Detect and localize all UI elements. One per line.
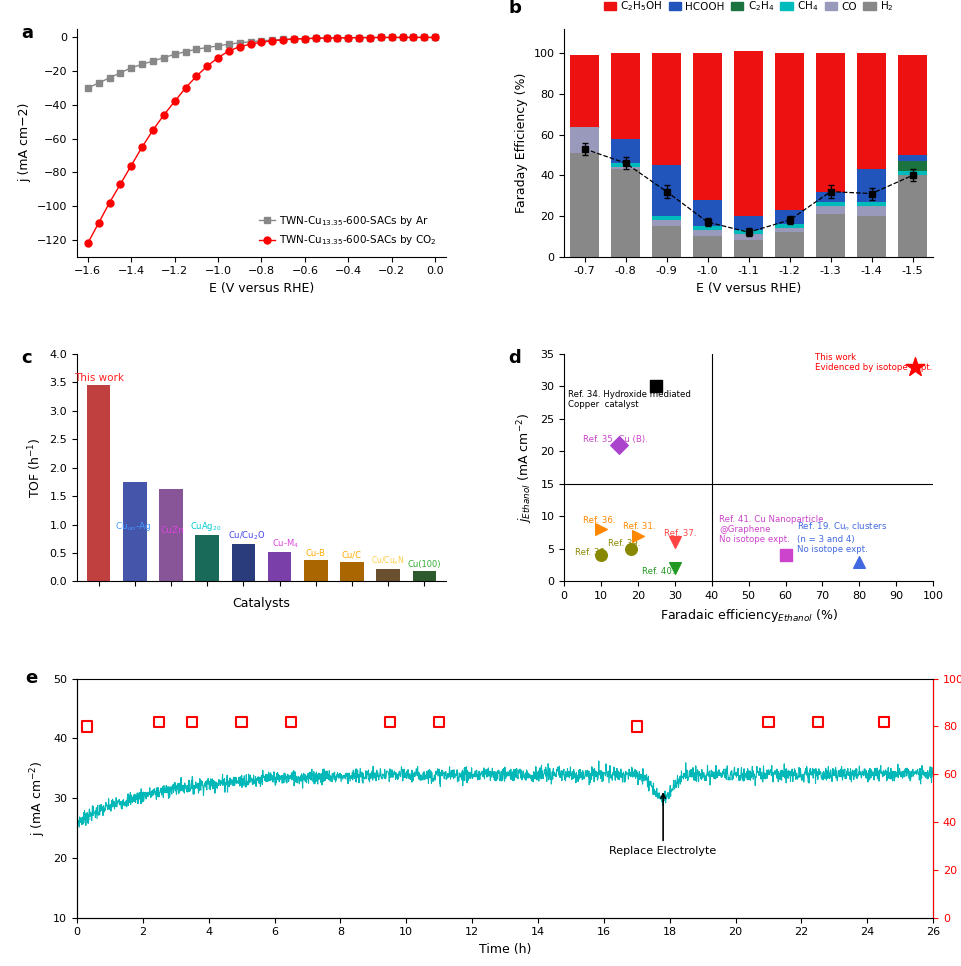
Text: Ref. 38.: Ref. 38.	[575, 549, 607, 557]
TWN-Cu$_{13.35}$-600-SACs by CO$_2$	[407, 32, 419, 43]
X-axis label: E (V versus RHE): E (V versus RHE)	[209, 282, 314, 295]
Text: d: d	[508, 350, 521, 367]
Y-axis label: Faraday Efficiency (%): Faraday Efficiency (%)	[514, 72, 528, 213]
TWN-Cu$_{13.35}$-600-SACs by CO$_2$	[136, 141, 148, 153]
Point	[234, 714, 249, 729]
TWN-Cu$_{13.35}$-600-SACs by CO$_2$	[332, 32, 343, 43]
Text: Ref. 40.: Ref. 40.	[641, 567, 674, 576]
TWN-Cu$_{13.35}$-600-SACs by CO$_2$	[147, 125, 159, 136]
TWN-Cu$_{13.35}$-600-SACs by CO$_2$	[104, 197, 115, 209]
TWN-Cu$_{13.35}$-600-SACs by CO$_2$	[309, 33, 321, 44]
Bar	[856, 216, 885, 257]
TWN-Cu$_{13.35}$-600-SACs by Ar	[212, 40, 224, 51]
TWN-Cu$_{13.35}$-600-SACs by Ar	[277, 34, 288, 45]
Bar	[733, 235, 763, 241]
Bar	[569, 55, 599, 127]
Text: Cu/C: Cu/C	[341, 551, 361, 559]
Y-axis label: $j_{Ethanol}$ (mA cm$^{-2}$): $j_{Ethanol}$ (mA cm$^{-2}$)	[514, 412, 534, 523]
Text: c: c	[21, 350, 33, 367]
Bar	[733, 51, 763, 216]
Bar	[897, 161, 926, 171]
TWN-Cu$_{13.35}$-600-SACs by CO$_2$	[93, 217, 105, 229]
TWN-Cu$_{13.35}$-600-SACs by CO$_2$	[299, 33, 310, 44]
TWN-Cu$_{13.35}$-600-SACs by Ar	[385, 32, 397, 43]
TWN-Cu$_{13.35}$-600-SACs by Ar	[223, 39, 234, 50]
Bar	[774, 224, 803, 228]
TWN-Cu$_{13.35}$-600-SACs by Ar	[288, 33, 300, 44]
Bar	[692, 53, 722, 200]
Point	[622, 541, 637, 556]
TWN-Cu$_{13.35}$-600-SACs by Ar	[353, 32, 364, 43]
Bar	[304, 560, 327, 582]
Point	[875, 714, 891, 729]
TWN-Cu$_{13.35}$-600-SACs by Ar	[201, 42, 212, 53]
Text: Cu(100): Cu(100)	[407, 560, 440, 569]
Text: Cu/Cu$_2$O: Cu/Cu$_2$O	[228, 529, 265, 542]
Bar	[652, 53, 680, 165]
Bar	[897, 55, 926, 155]
Point	[431, 714, 447, 729]
Bar	[232, 545, 255, 582]
Text: Ref. 37.: Ref. 37.	[663, 529, 696, 538]
Bar	[897, 175, 926, 257]
Y-axis label: TOF (h$^{-1}$): TOF (h$^{-1}$)	[26, 438, 44, 497]
TWN-Cu$_{13.35}$-600-SACs by CO$_2$	[201, 60, 212, 71]
TWN-Cu$_{13.35}$-600-SACs by Ar	[332, 32, 343, 43]
Text: Ref. 41. Cu Nanoparticle
@Graphene
No isotope expt.: Ref. 41. Cu Nanoparticle @Graphene No is…	[719, 515, 823, 545]
TWN-Cu$_{13.35}$-600-SACs by Ar	[114, 67, 126, 78]
Bar	[692, 200, 722, 226]
TWN-Cu$_{13.35}$-600-SACs by CO$_2$	[288, 33, 300, 44]
Bar	[856, 169, 885, 202]
TWN-Cu$_{13.35}$-600-SACs by Ar	[266, 35, 278, 46]
TWN-Cu$_{13.35}$-600-SACs by Ar	[418, 32, 430, 43]
TWN-Cu$_{13.35}$-600-SACs by CO$_2$	[353, 32, 364, 43]
TWN-Cu$_{13.35}$-600-SACs by Ar	[180, 46, 191, 58]
TWN-Cu$_{13.35}$-600-SACs by CO$_2$	[418, 32, 430, 43]
Line: TWN-Cu$_{13.35}$-600-SACs by CO$_2$: TWN-Cu$_{13.35}$-600-SACs by CO$_2$	[85, 34, 438, 246]
Point	[777, 548, 793, 563]
Text: Replace Electrolyte: Replace Electrolyte	[609, 794, 716, 856]
Point	[629, 528, 645, 544]
Bar	[815, 53, 845, 191]
Text: Ref. 36.: Ref. 36.	[582, 516, 614, 525]
Bar	[815, 213, 845, 257]
Bar	[815, 206, 845, 213]
Text: Cu$_{on}$-Ag: Cu$_{on}$-Ag	[114, 521, 151, 533]
TWN-Cu$_{13.35}$-600-SACs by Ar	[136, 59, 148, 71]
TWN-Cu$_{13.35}$-600-SACs by Ar	[82, 82, 93, 94]
TWN-Cu$_{13.35}$-600-SACs by CO$_2$	[266, 35, 278, 46]
Bar	[692, 230, 722, 237]
TWN-Cu$_{13.35}$-600-SACs by CO$_2$	[234, 41, 245, 52]
X-axis label: Faradaic efficiency$_{Ethanol}$ (%): Faradaic efficiency$_{Ethanol}$ (%)	[659, 607, 837, 624]
Legend: TWN-Cu$_{13.35}$-600-SACs by Ar, TWN-Cu$_{13.35}$-600-SACs by CO$_2$: TWN-Cu$_{13.35}$-600-SACs by Ar, TWN-Cu$…	[255, 210, 440, 251]
Text: Ref. 19. Cu$_n$ clusters
(n = 3 and 4)
No isotope expt.: Ref. 19. Cu$_n$ clusters (n = 3 and 4) N…	[796, 521, 886, 554]
Legend: C$_2$H$_5$OH, HCOOH, C$_2$H$_4$, CH$_4$, CO, H$_2$: C$_2$H$_5$OH, HCOOH, C$_2$H$_4$, CH$_4$,…	[599, 0, 897, 17]
TWN-Cu$_{13.35}$-600-SACs by Ar	[321, 32, 333, 43]
Bar	[195, 535, 219, 582]
Text: CuAg$_{20}$: CuAg$_{20}$	[189, 520, 221, 532]
TWN-Cu$_{13.35}$-600-SACs by Ar	[169, 48, 181, 60]
TWN-Cu$_{13.35}$-600-SACs by Ar	[364, 32, 376, 43]
TWN-Cu$_{13.35}$-600-SACs by CO$_2$	[190, 71, 202, 82]
TWN-Cu$_{13.35}$-600-SACs by CO$_2$	[375, 32, 386, 43]
Point	[809, 714, 825, 729]
TWN-Cu$_{13.35}$-600-SACs by Ar	[245, 36, 257, 47]
Bar	[610, 139, 640, 163]
TWN-Cu$_{13.35}$-600-SACs by Ar	[158, 52, 169, 64]
Bar	[856, 202, 885, 206]
Point	[152, 714, 167, 729]
Text: Ref. 34. Hydroxide mediated
Copper  catalyst: Ref. 34. Hydroxide mediated Copper catal…	[567, 389, 690, 409]
Line: TWN-Cu$_{13.35}$-600-SACs by Ar: TWN-Cu$_{13.35}$-600-SACs by Ar	[85, 35, 437, 91]
Text: Cu/Cu$_x$N: Cu/Cu$_x$N	[371, 554, 405, 567]
Y-axis label: j (mA cm−2): j (mA cm−2)	[18, 103, 31, 183]
Point	[760, 714, 776, 729]
Bar	[856, 53, 885, 169]
Bar	[610, 169, 640, 257]
Bar	[610, 53, 640, 139]
TWN-Cu$_{13.35}$-600-SACs by Ar	[396, 32, 407, 43]
Bar	[856, 206, 885, 216]
Bar	[774, 210, 803, 224]
Bar	[652, 165, 680, 216]
Bar	[267, 552, 291, 582]
Text: Ref. 31.: Ref. 31.	[623, 523, 655, 531]
